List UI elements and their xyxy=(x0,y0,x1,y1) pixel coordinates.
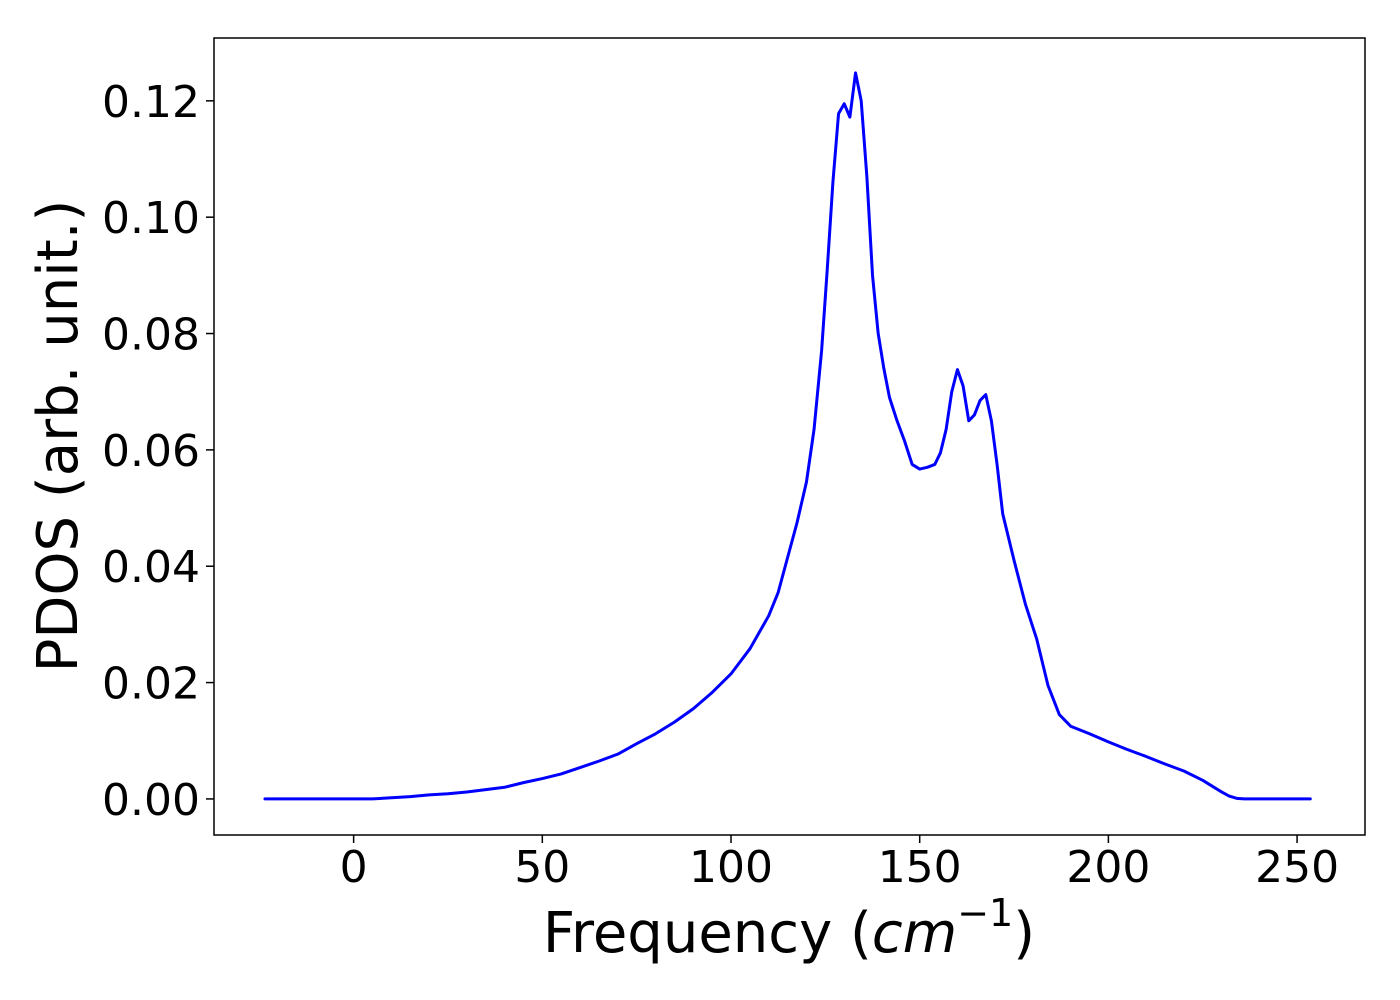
y-tick-label: 0.08 xyxy=(102,310,200,361)
y-axis-label: PDOS (arb. unit.) xyxy=(26,200,91,673)
y-tick-label: 0.10 xyxy=(102,193,200,244)
y-tick-label: 0.00 xyxy=(102,775,200,826)
y-tick-label: 0.02 xyxy=(102,659,200,710)
y-tick-label: 0.06 xyxy=(102,426,200,477)
x-tick-label: 50 xyxy=(514,842,570,893)
x-tick-label: 0 xyxy=(340,842,368,893)
plot-frame xyxy=(213,37,1366,836)
x-tick-label: 200 xyxy=(1066,842,1150,893)
x-tick-label: 250 xyxy=(1255,842,1339,893)
x-axis-label: Frequency (cm−1) xyxy=(543,891,1035,966)
series-layer xyxy=(263,71,1312,801)
x-tick-label: 150 xyxy=(878,842,962,893)
ticks-layer: 0 50 100 150 200 250 0.00 0.02 0.04 0.06 0.08 0.10 0… xyxy=(102,77,1339,893)
pdos-series-line xyxy=(263,71,1312,801)
y-tick-label: 0.04 xyxy=(102,542,200,593)
x-tick-label: 100 xyxy=(689,842,773,893)
y-tick-label: 0.12 xyxy=(102,77,200,128)
